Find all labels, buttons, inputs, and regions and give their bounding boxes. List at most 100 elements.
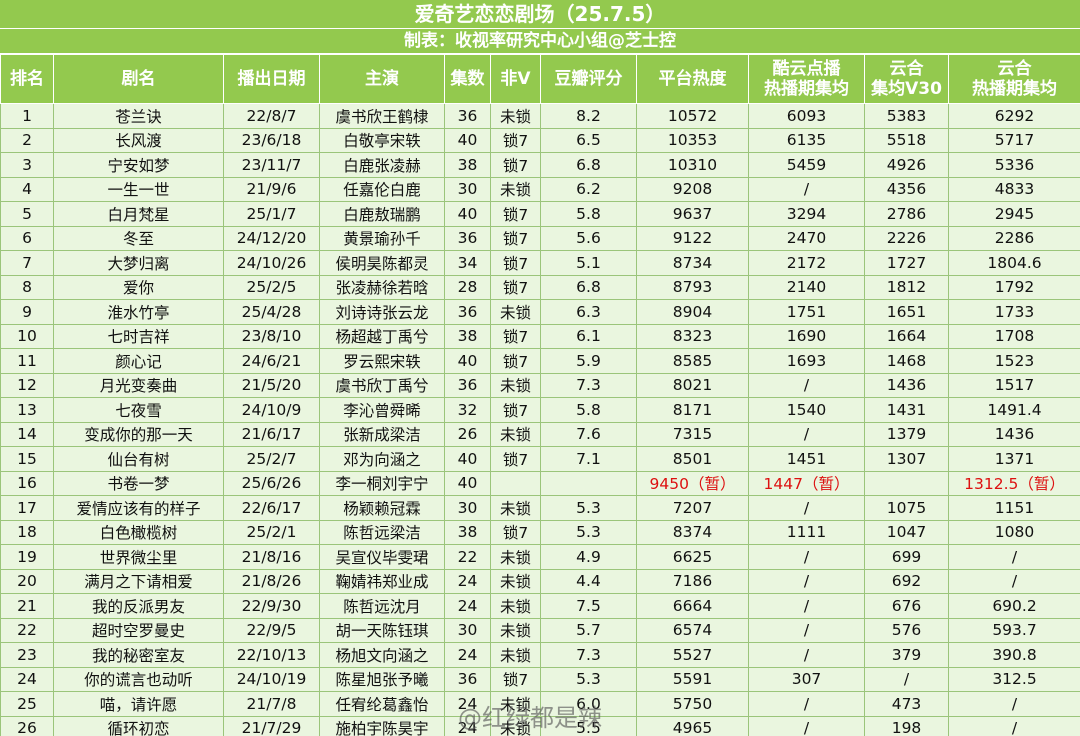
table-cell: 2226 (864, 225, 949, 251)
column-header: 云合 集均V30 (864, 54, 949, 104)
table-cell: 黄景瑜孙千 (319, 225, 445, 251)
table-cell: 2140 (748, 274, 865, 300)
table-row: 3 宁安如梦 23/11/7 白鹿张凌赫 38 锁7 6.8 10310 5459 4926 533… (0, 152, 1080, 178)
table-cell: 1468 (864, 348, 949, 374)
table-cell: 2286 (948, 225, 1080, 251)
column-header: 主演 (319, 54, 445, 104)
table-row: 20 满月之下请相爱 21/8/26 鞠婧祎郑业成 24 未锁 4.4 7186/692/ (0, 568, 1080, 594)
table-cell: 8171 (636, 397, 749, 423)
table-cell: 陈哲远梁洁 (319, 519, 445, 545)
column-header: 播出日期 (223, 54, 320, 104)
table-cell: 喵，请许愿 (53, 691, 224, 717)
column-header: 平台热度 (636, 54, 749, 104)
table-cell: 5.6 (540, 225, 637, 251)
table-cell: 21/7/29 (223, 715, 320, 736)
table-cell: 鞠婧祎郑业成 (319, 568, 445, 594)
table-cell: 676 (864, 593, 949, 619)
table-cell: / (748, 593, 865, 619)
table-cell: 未锁 (490, 568, 541, 594)
table-cell: 4965 (636, 715, 749, 736)
table-cell: 21/5/20 (223, 372, 320, 398)
table-cell: 1075 (864, 495, 949, 521)
table-cell: 6093 (748, 103, 865, 129)
table-cell: 你的谎言也动听 (53, 666, 224, 692)
table-cell: 1436 (864, 372, 949, 398)
table-cell: 爱情应该有的样子 (53, 495, 224, 521)
table-cell: 锁7 (490, 201, 541, 227)
table-cell: 20 (0, 568, 54, 594)
table-cell: 世界微尘里 (53, 544, 224, 570)
table-cell: 5.3 (540, 495, 637, 521)
table-row: 11 颜心记 24/6/21 罗云熙宋轶 40 锁7 5.9 8585 1693 1468 1523 (0, 348, 1080, 374)
table-cell: 张新成梁洁 (319, 421, 445, 447)
table-cell: 34 (444, 250, 491, 276)
table-cell: 21/9/6 (223, 176, 320, 202)
table-cell: 1651 (864, 299, 949, 325)
table-row: 16 书卷一梦 25/6/26 李一桐刘宇宁 40 9450（暂） 1447（暂） 1312.… (0, 470, 1080, 496)
table-cell: 6625 (636, 544, 749, 570)
table-cell: / (948, 568, 1080, 594)
table-cell: 6.8 (540, 152, 637, 178)
table-cell: 锁7 (490, 397, 541, 423)
table-cell: 1379 (864, 421, 949, 447)
table-cell: 未锁 (490, 103, 541, 129)
table-cell: 7.3 (540, 372, 637, 398)
table-cell: 1451 (748, 446, 865, 472)
table-cell: 8585 (636, 348, 749, 374)
table-cell: / (748, 421, 865, 447)
table-cell: 36 (444, 103, 491, 129)
table-cell (540, 470, 637, 496)
table-cell: 施柏宇陈昊宇 (319, 715, 445, 736)
sheet-subtitle: 制表：收视率研究中心小组@芝士控 (0, 29, 1080, 54)
table-cell (864, 470, 949, 496)
table-row: 22 超时空罗曼史 22/9/5 胡一天陈钰琪 30 未锁 5.7 6574/576 593.7 (0, 617, 1080, 643)
table-cell: 6135 (748, 127, 865, 153)
table-cell: 冬至 (53, 225, 224, 251)
table-cell: 书卷一梦 (53, 470, 224, 496)
table-cell: 3294 (748, 201, 865, 227)
table-cell: 1080 (948, 519, 1080, 545)
table-row: 1 苍兰诀 22/8/7 虞书欣王鹤棣 36 未锁 8.2 10572 6093 5383 6292 (0, 103, 1080, 129)
column-header: 非V (490, 54, 541, 104)
table-cell: 1491.4 (948, 397, 1080, 423)
table-row: 17 爱情应该有的样子 22/6/17 杨颖赖冠霖 30 未锁 5.3 7207/1075 11… (0, 495, 1080, 521)
table-cell: 7.5 (540, 593, 637, 619)
table-cell: / (748, 544, 865, 570)
table-cell: / (748, 617, 865, 643)
table-cell: 6.1 (540, 323, 637, 349)
table-cell: 8323 (636, 323, 749, 349)
table-cell: 24/10/26 (223, 250, 320, 276)
table-cell: 杨旭文向涵之 (319, 642, 445, 668)
table-cell: 5750 (636, 691, 749, 717)
table-cell: 七时吉祥 (53, 323, 224, 349)
table-row: 12 月光变奏曲 21/5/20 虞书欣丁禹兮 36 未锁 7.3 8021/1436 1517 (0, 372, 1080, 398)
table-cell: 白鹿张凌赫 (319, 152, 445, 178)
table-cell: 1047 (864, 519, 949, 545)
table-cell: 18 (0, 519, 54, 545)
table-cell: 25/1/7 (223, 201, 320, 227)
table-cell: 22/9/30 (223, 593, 320, 619)
table-cell: 40 (444, 446, 491, 472)
table-cell: 7186 (636, 568, 749, 594)
table-row: 10 七时吉祥 23/8/10 杨超越丁禹兮 38 锁7 6.1 8323 1690 1664 17… (0, 323, 1080, 349)
table-cell: 胡一天陈钰琪 (319, 617, 445, 643)
table-cell: 26 (0, 715, 54, 736)
table-cell: 变成你的那一天 (53, 421, 224, 447)
table-cell: 30 (444, 495, 491, 521)
table-cell: 大梦归离 (53, 250, 224, 276)
table-cell: 2786 (864, 201, 949, 227)
table-row: 5 白月梵星 25/1/7 白鹿敖瑞鹏 40 锁7 5.8 9637 3294 2786 2945 (0, 201, 1080, 227)
table-row: 25 喵，请许愿 21/7/8 任宥纶葛鑫怡 24 未锁 6.0 5750/473/ (0, 691, 1080, 717)
table-cell: 24 (444, 593, 491, 619)
table-cell: 25/6/26 (223, 470, 320, 496)
table-cell: 1804.6 (948, 250, 1080, 276)
table-cell: 锁7 (490, 274, 541, 300)
table-cell: 李一桐刘宇宁 (319, 470, 445, 496)
table-cell: 22/10/13 (223, 642, 320, 668)
table-cell: 8904 (636, 299, 749, 325)
table-cell: 白色橄榄树 (53, 519, 224, 545)
table-cell: / (748, 642, 865, 668)
table-cell: / (948, 691, 1080, 717)
table-row: 7 大梦归离 24/10/26 侯明昊陈都灵 34 锁7 5.1 8734 2172 1727 18… (0, 250, 1080, 276)
table-cell: 1733 (948, 299, 1080, 325)
